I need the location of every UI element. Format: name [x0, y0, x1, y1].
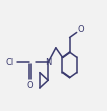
Text: N: N: [45, 58, 51, 67]
Text: O: O: [78, 25, 84, 34]
Text: Cl: Cl: [6, 58, 14, 67]
Text: O: O: [27, 81, 33, 90]
